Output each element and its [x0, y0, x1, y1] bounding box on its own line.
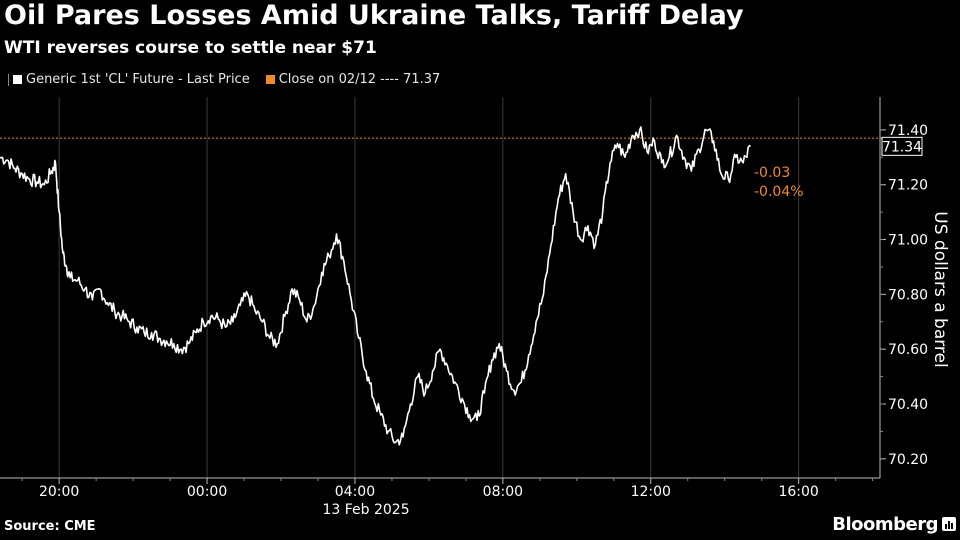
y-tick-label: 70.20 [888, 452, 928, 468]
chart-legend: Generic 1st 'CL' Future - Last Price Clo… [6, 72, 440, 87]
x-tick-label: 12:00 [631, 484, 671, 500]
legend-close-label: Close on 02/12 ---- 71.37 [278, 72, 441, 87]
y-tick-label: 71.00 [888, 233, 928, 249]
page-subtitle: WTI reverses course to settle near $71 [4, 38, 377, 58]
last-value-label: 71.34 [882, 139, 922, 155]
change-label: -0.03 [754, 165, 790, 181]
y-tick-label: 71.20 [888, 178, 928, 194]
x-tick-label: 20:00 [39, 484, 79, 500]
change-label: -0.04% [754, 184, 804, 200]
legend-series-swatch [13, 75, 22, 84]
chart-grid [58, 97, 800, 478]
x-tick-label: 04:00 [335, 484, 375, 500]
x-tick-label: 16:00 [778, 484, 818, 500]
legend-series-label: Generic 1st 'CL' Future - Last Price [26, 72, 250, 87]
x-axis: 20:00 00:00 04:00 08:00 12:00 16:00 13 Feb 202… [21, 478, 874, 518]
series-group [0, 126, 751, 446]
y-tick-label: 70.40 [888, 397, 928, 413]
brand-logo: Bloomberg [832, 514, 938, 535]
legend-divider [8, 73, 9, 86]
annotations: 71.34 -0.03 -0.04% [754, 136, 923, 200]
y-tick-label: 70.80 [888, 287, 928, 303]
page-title: Oil Pares Losses Amid Ukraine Talks, Tar… [4, 0, 744, 31]
x-date-label: 13 Feb 2025 [322, 502, 409, 518]
x-tick-label: 08:00 [483, 484, 523, 500]
y-axis-title: US dollars a barrel [930, 211, 950, 367]
chart-frame [0, 97, 881, 479]
price-line [0, 126, 751, 446]
y-tick-label: 71.40 [888, 123, 928, 139]
last-value-box [881, 136, 923, 156]
y-axis: 70.20 70.40 70.60 70.80 71.00 71.20 71.40 US do… [880, 123, 950, 468]
legend-close-swatch [265, 75, 275, 84]
x-tick-label: 00:00 [187, 484, 227, 500]
source-note: Source: CME [4, 519, 96, 534]
bar-chart-icon [942, 517, 956, 531]
y-tick-label: 70.60 [888, 342, 928, 358]
